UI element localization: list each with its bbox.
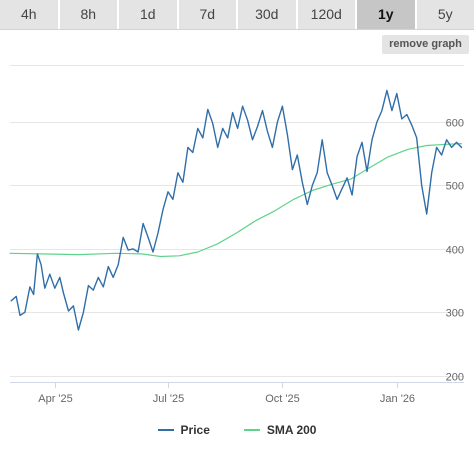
tab-120d[interactable]: 120d [297,0,357,29]
x-tick-label-1: Jul '25 [153,393,184,405]
remove-graph-button[interactable]: remove graph [382,35,469,54]
legend-label-price: Price [180,423,210,437]
legend-item-sma[interactable]: SMA 200 [243,423,317,437]
timeframe-tabs: 4h 8h 1d 7d 30d 120d 1y 5y [0,0,474,30]
y-tick-label-400: 400 [446,245,464,257]
tab-5y[interactable]: 5y [416,0,474,29]
legend-item-price[interactable]: Price [157,423,210,437]
y-tick-label-600: 600 [446,118,464,130]
legend-swatch-sma [243,429,260,431]
legend-swatch-price [157,429,174,431]
x-tick-label-2: Oct '25 [265,393,300,405]
tab-7d[interactable]: 7d [178,0,238,29]
tab-8h[interactable]: 8h [59,0,119,29]
y-tick-label-200: 200 [446,372,464,384]
y-tick-label-500: 500 [446,181,464,193]
series-line-price [10,89,463,331]
price-chart[interactable]: 200 300 400 500 600 Apr '25 Jul '25 Oct '25 Jan … [0,55,474,420]
tab-1d[interactable]: 1d [119,0,179,29]
tab-30d[interactable]: 30d [238,0,298,29]
y-tick-label-300: 300 [446,308,464,320]
tab-1y[interactable]: 1y [357,0,417,29]
chart-legend: Price SMA 200 [0,420,474,440]
tab-4h[interactable]: 4h [0,0,60,29]
series-line-sma-200 [9,143,463,258]
x-tick-label-0: Apr '25 [38,393,73,405]
x-tick-label-3: Jan '26 [380,393,415,405]
legend-label-sma: SMA 200 [266,423,317,437]
